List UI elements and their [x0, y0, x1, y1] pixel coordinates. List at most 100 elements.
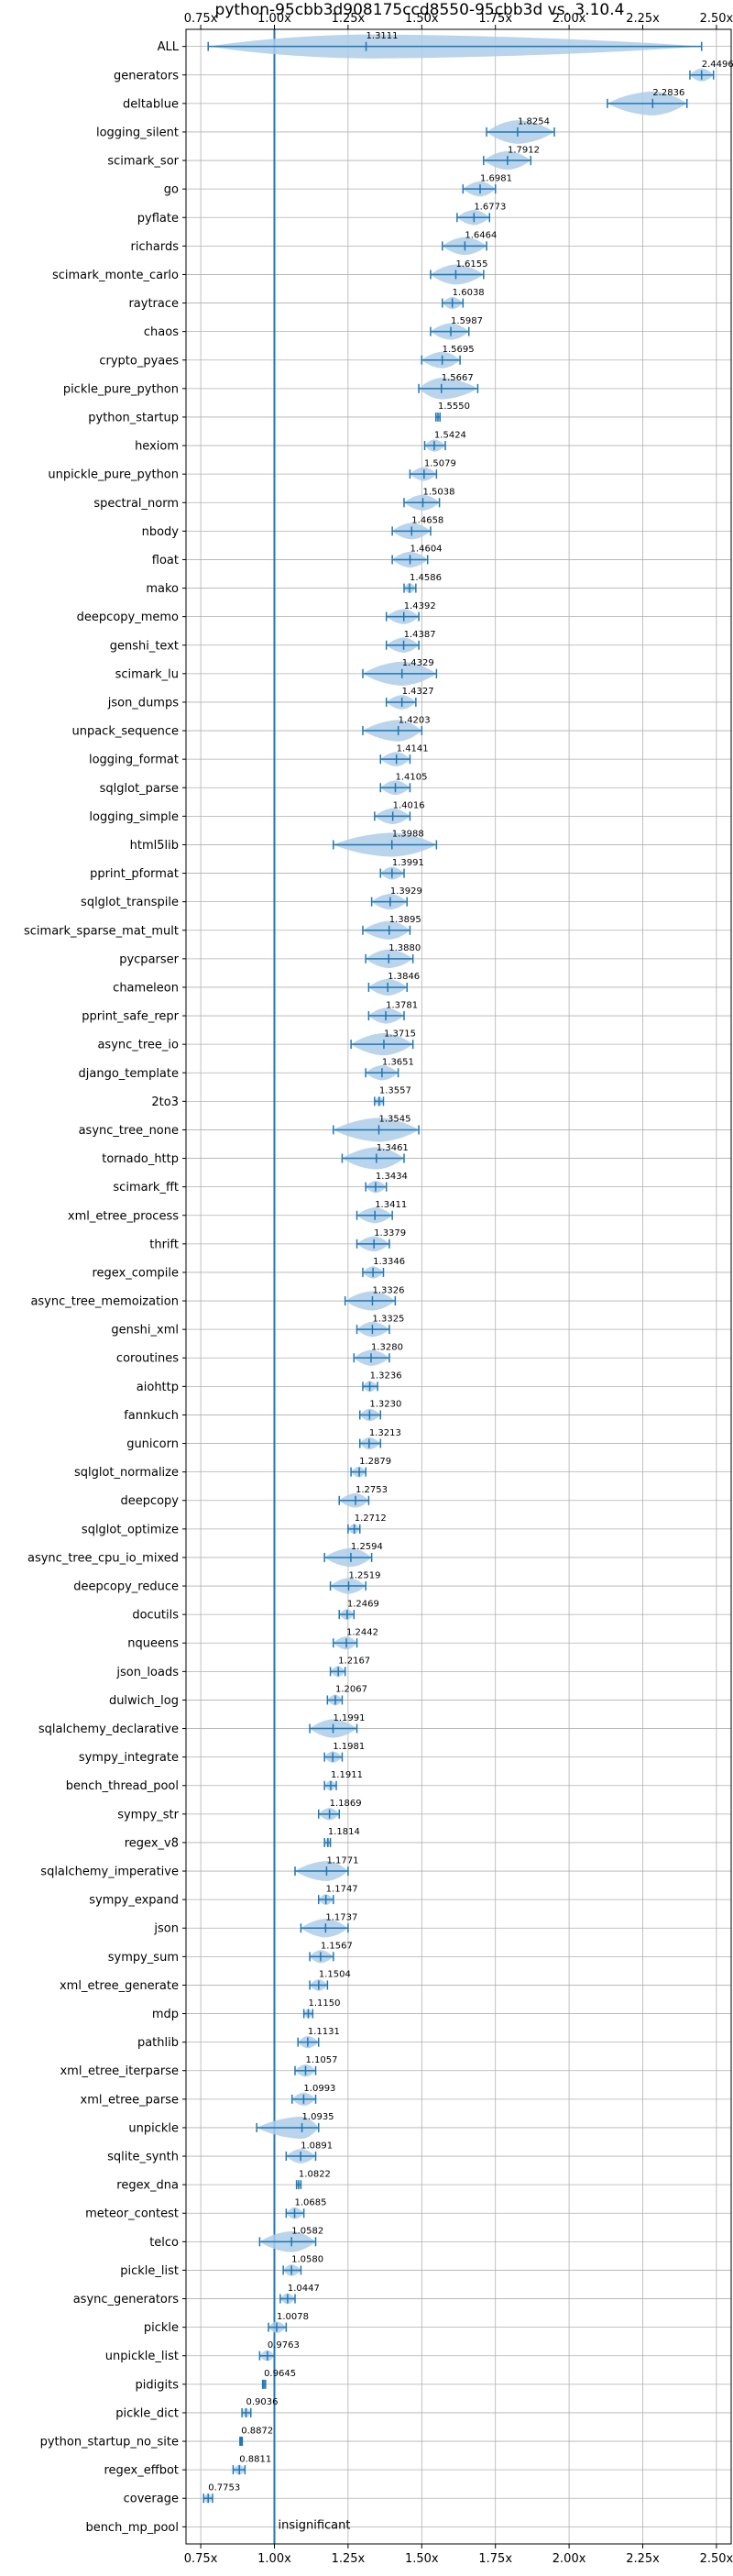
x-tick-label-top: 0.75x: [184, 12, 218, 26]
category-label: raytrace: [128, 297, 179, 311]
value-label: 1.1057: [305, 2055, 337, 2065]
category-label: regex_compile: [92, 1266, 179, 1280]
category-label: regex_dna: [116, 2179, 179, 2193]
value-label: 1.3379: [374, 1228, 406, 1238]
value-label: 1.3280: [371, 1343, 403, 1353]
value-label: 1.6038: [453, 288, 485, 298]
category-label: sqlalchemy_imperative: [40, 1866, 179, 1879]
value-label: 1.2753: [356, 1485, 388, 1495]
category-label: spectral_norm: [93, 497, 179, 511]
category-label: async_generators: [73, 2293, 180, 2306]
category-label: nbody: [142, 525, 180, 539]
x-tick-label-bottom: 1.00x: [257, 2552, 291, 2566]
category-label: pickle_pure_python: [63, 382, 179, 396]
category-label: pickle_list: [120, 2264, 179, 2278]
value-label: 1.4141: [397, 743, 429, 754]
x-tick-label-top: 2.00x: [552, 12, 586, 26]
value-label: 1.6464: [465, 231, 497, 241]
category-label: tornado_http: [102, 1152, 179, 1166]
category-label: scimark_sparse_mat_mult: [24, 924, 179, 938]
value-label: 0.9763: [268, 2340, 300, 2350]
value-label: 0.9645: [264, 2369, 296, 2379]
value-label: 1.0582: [291, 2227, 323, 2237]
category-label: scimark_lu: [115, 667, 179, 681]
value-label: 1.1504: [319, 1970, 351, 1980]
value-label: 1.1991: [334, 1713, 366, 1723]
value-label: 1.0822: [299, 2169, 331, 2179]
category-label: xml_etree_parse: [81, 2093, 179, 2107]
category-label: thrift: [149, 1238, 179, 1251]
value-label: 1.3325: [372, 1314, 404, 1324]
value-label: 1.3236: [370, 1371, 402, 1382]
category-label: bench_mp_pool: [85, 2521, 179, 2535]
value-label: 0.9036: [246, 2397, 278, 2407]
category-label: sympy_str: [117, 1808, 179, 1822]
category-label: mako: [146, 582, 179, 596]
x-tick-label-top: 2.25x: [626, 12, 660, 26]
category-label: python_startup_no_site: [40, 2436, 179, 2449]
category-label: gunicorn: [126, 1437, 179, 1451]
value-label: 1.4586: [410, 573, 442, 583]
category-labels: ALL generators deltablue logging_silentscim…: [24, 40, 186, 2535]
value-label: 1.2167: [338, 1657, 370, 1667]
value-label: 1.4387: [404, 630, 436, 640]
value-label: 1.3545: [379, 1115, 411, 1125]
category-label: unpickle_list: [105, 2350, 179, 2363]
category-label: sympy_sum: [108, 1951, 179, 1965]
value-label: 1.3230: [369, 1400, 401, 1410]
category-label: richards: [131, 240, 180, 254]
category-label: chameleon: [113, 981, 179, 995]
value-label: 1.2442: [346, 1628, 378, 1638]
x-tick-label-top: 2.50x: [700, 12, 733, 26]
category-label: unpickle: [128, 2121, 179, 2135]
value-label: 1.1771: [326, 1855, 358, 1866]
category-label: fannkuch: [124, 1409, 179, 1423]
category-label: sqlglot_normalize: [74, 1466, 179, 1480]
value-label: 1.3929: [390, 886, 422, 897]
value-label: 1.0580: [291, 2255, 323, 2265]
value-label: 1.2879: [359, 1457, 391, 1467]
category-label: json_dumps: [107, 696, 179, 710]
value-label: 1.3991: [392, 858, 424, 868]
value-label: 1.3411: [375, 1200, 407, 1210]
value-label: 1.2067: [335, 1685, 367, 1695]
category-label: pidigits: [136, 2378, 180, 2392]
value-label: 1.2519: [349, 1570, 381, 1580]
value-label: 1.5424: [434, 430, 466, 440]
value-label: 1.4105: [396, 773, 428, 783]
value-label: 1.2594: [351, 1542, 383, 1552]
category-label: regex_v8: [125, 1836, 179, 1850]
category-label: scimark_sor: [107, 155, 179, 169]
category-label: unpickle_pure_python: [48, 468, 179, 482]
value-label: 2.4496: [702, 60, 733, 70]
category-label: sympy_expand: [89, 1894, 179, 1908]
category-label: async_tree_none: [79, 1124, 179, 1138]
category-label: aiohttp: [137, 1381, 179, 1394]
value-label: 1.3781: [386, 1000, 418, 1010]
value-label: 1.4329: [402, 658, 434, 668]
x-tick-label-bottom: 2.50x: [700, 2552, 733, 2566]
value-label: 1.0993: [303, 2084, 335, 2094]
value-label: 1.1911: [331, 1770, 363, 1780]
category-label: html5lib: [130, 839, 179, 853]
value-label: 1.3651: [382, 1058, 414, 1068]
value-label: 1.0078: [277, 2312, 309, 2322]
value-label: 1.4203: [399, 715, 431, 725]
value-label: 1.2469: [347, 1599, 379, 1609]
value-label: 1.5038: [423, 488, 455, 498]
category-label: python_startup: [88, 411, 179, 424]
value-label: 1.3895: [389, 915, 421, 925]
category-label: async_tree_cpu_io_mixed: [27, 1551, 179, 1565]
x-tick-label-top: 1.50x: [405, 12, 439, 26]
category-label: async_tree_io: [97, 1039, 179, 1052]
value-label: 1.4327: [402, 687, 434, 697]
category-label: sqlglot_parse: [100, 782, 179, 796]
value-label: 1.0935: [302, 2112, 334, 2122]
chart-marks: 1.3111 2.4496 2.2836 1.8254 1.7912 1.6981 1.67…: [202, 31, 733, 2532]
category-label: deltablue: [123, 97, 179, 111]
value-label: 1.1981: [333, 1742, 365, 1752]
x-tick-label-top: 1.00x: [257, 12, 291, 26]
x-tick-label-bottom: 1.50x: [405, 2552, 439, 2566]
category-label: go: [164, 183, 179, 197]
value-label: 0.8811: [239, 2454, 271, 2464]
